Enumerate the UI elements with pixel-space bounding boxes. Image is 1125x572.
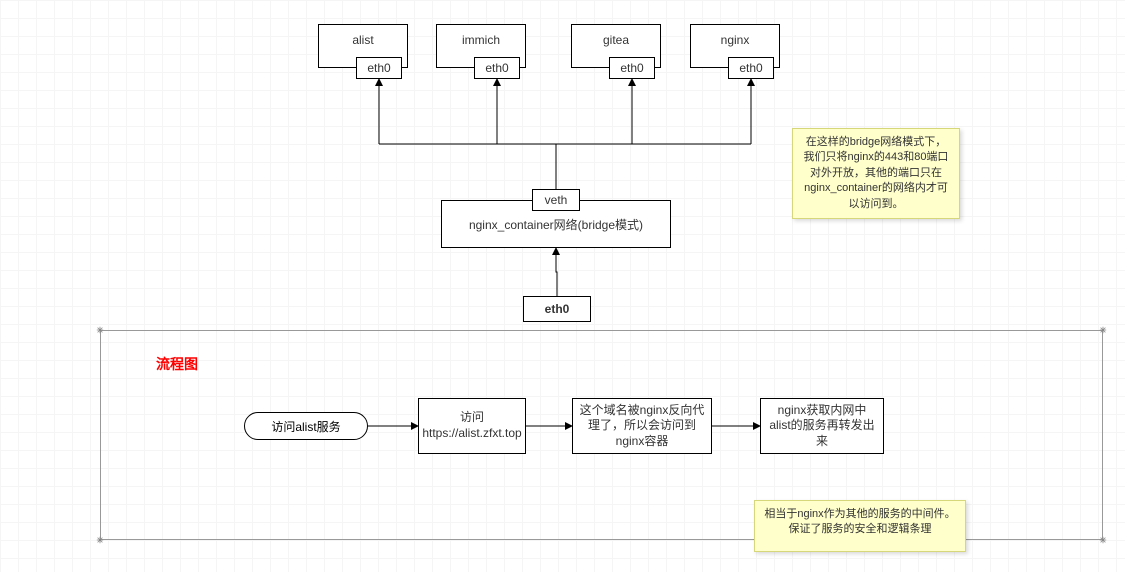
host-interface-label: eth0: [545, 302, 570, 316]
panel-corner-icon: [96, 536, 104, 544]
container-interface-label: eth0: [739, 61, 762, 75]
flow-step-label: 这个域名被nginx反向代理了，所以会访问到nginx容器: [579, 403, 705, 450]
note-middleware-explain: 相当于nginx作为其他的服务的中间件。保证了服务的安全和逻辑条理: [754, 500, 966, 552]
flow-step: nginx获取内网中alist的服务再转发出来: [760, 398, 884, 454]
flow-step-label: nginx获取内网中alist的服务再转发出来: [767, 403, 877, 450]
note-bridge-explain: 在这样的bridge网络模式下，我们只将nginx的443和80端口对外开放，其…: [792, 128, 960, 219]
panel-corner-icon: [1099, 326, 1107, 334]
flow-start: 访问alist服务: [244, 412, 368, 440]
container-interface-label: eth0: [367, 61, 390, 75]
bridge-label: nginx_container网络(bridge模式): [469, 216, 643, 233]
container-interface-label: eth0: [620, 61, 643, 75]
host-interface-box: eth0: [523, 296, 591, 322]
container-interface-box: eth0: [609, 57, 655, 79]
panel-corner-icon: [1099, 536, 1107, 544]
flow-start-label: 访问alist服务: [271, 418, 340, 435]
container-label: immich: [462, 33, 500, 47]
flow-step: 访问 https://alist.zfxt.top: [418, 398, 526, 454]
container-interface-box: eth0: [356, 57, 402, 79]
flow-title: 流程图: [156, 354, 198, 374]
flow-step-label: 访问 https://alist.zfxt.top: [422, 410, 521, 441]
flow-step: 这个域名被nginx反向代理了，所以会访问到nginx容器: [572, 398, 712, 454]
flow-title-text: 流程图: [156, 356, 198, 372]
panel-corner-icon: [96, 326, 104, 334]
container-interface-box: eth0: [728, 57, 774, 79]
container-interface-label: eth0: [485, 61, 508, 75]
container-label: gitea: [603, 33, 629, 47]
note-middleware-text: 相当于nginx作为其他的服务的中间件。保证了服务的安全和逻辑条理: [764, 508, 955, 535]
container-label: nginx: [721, 33, 750, 47]
container-label: alist: [352, 33, 373, 47]
note-bridge-text: 在这样的bridge网络模式下，我们只将nginx的443和80端口对外开放，其…: [804, 136, 949, 210]
bridge-veth-box: veth: [532, 189, 580, 211]
bridge-veth-label: veth: [545, 193, 568, 207]
container-interface-box: eth0: [474, 57, 520, 79]
